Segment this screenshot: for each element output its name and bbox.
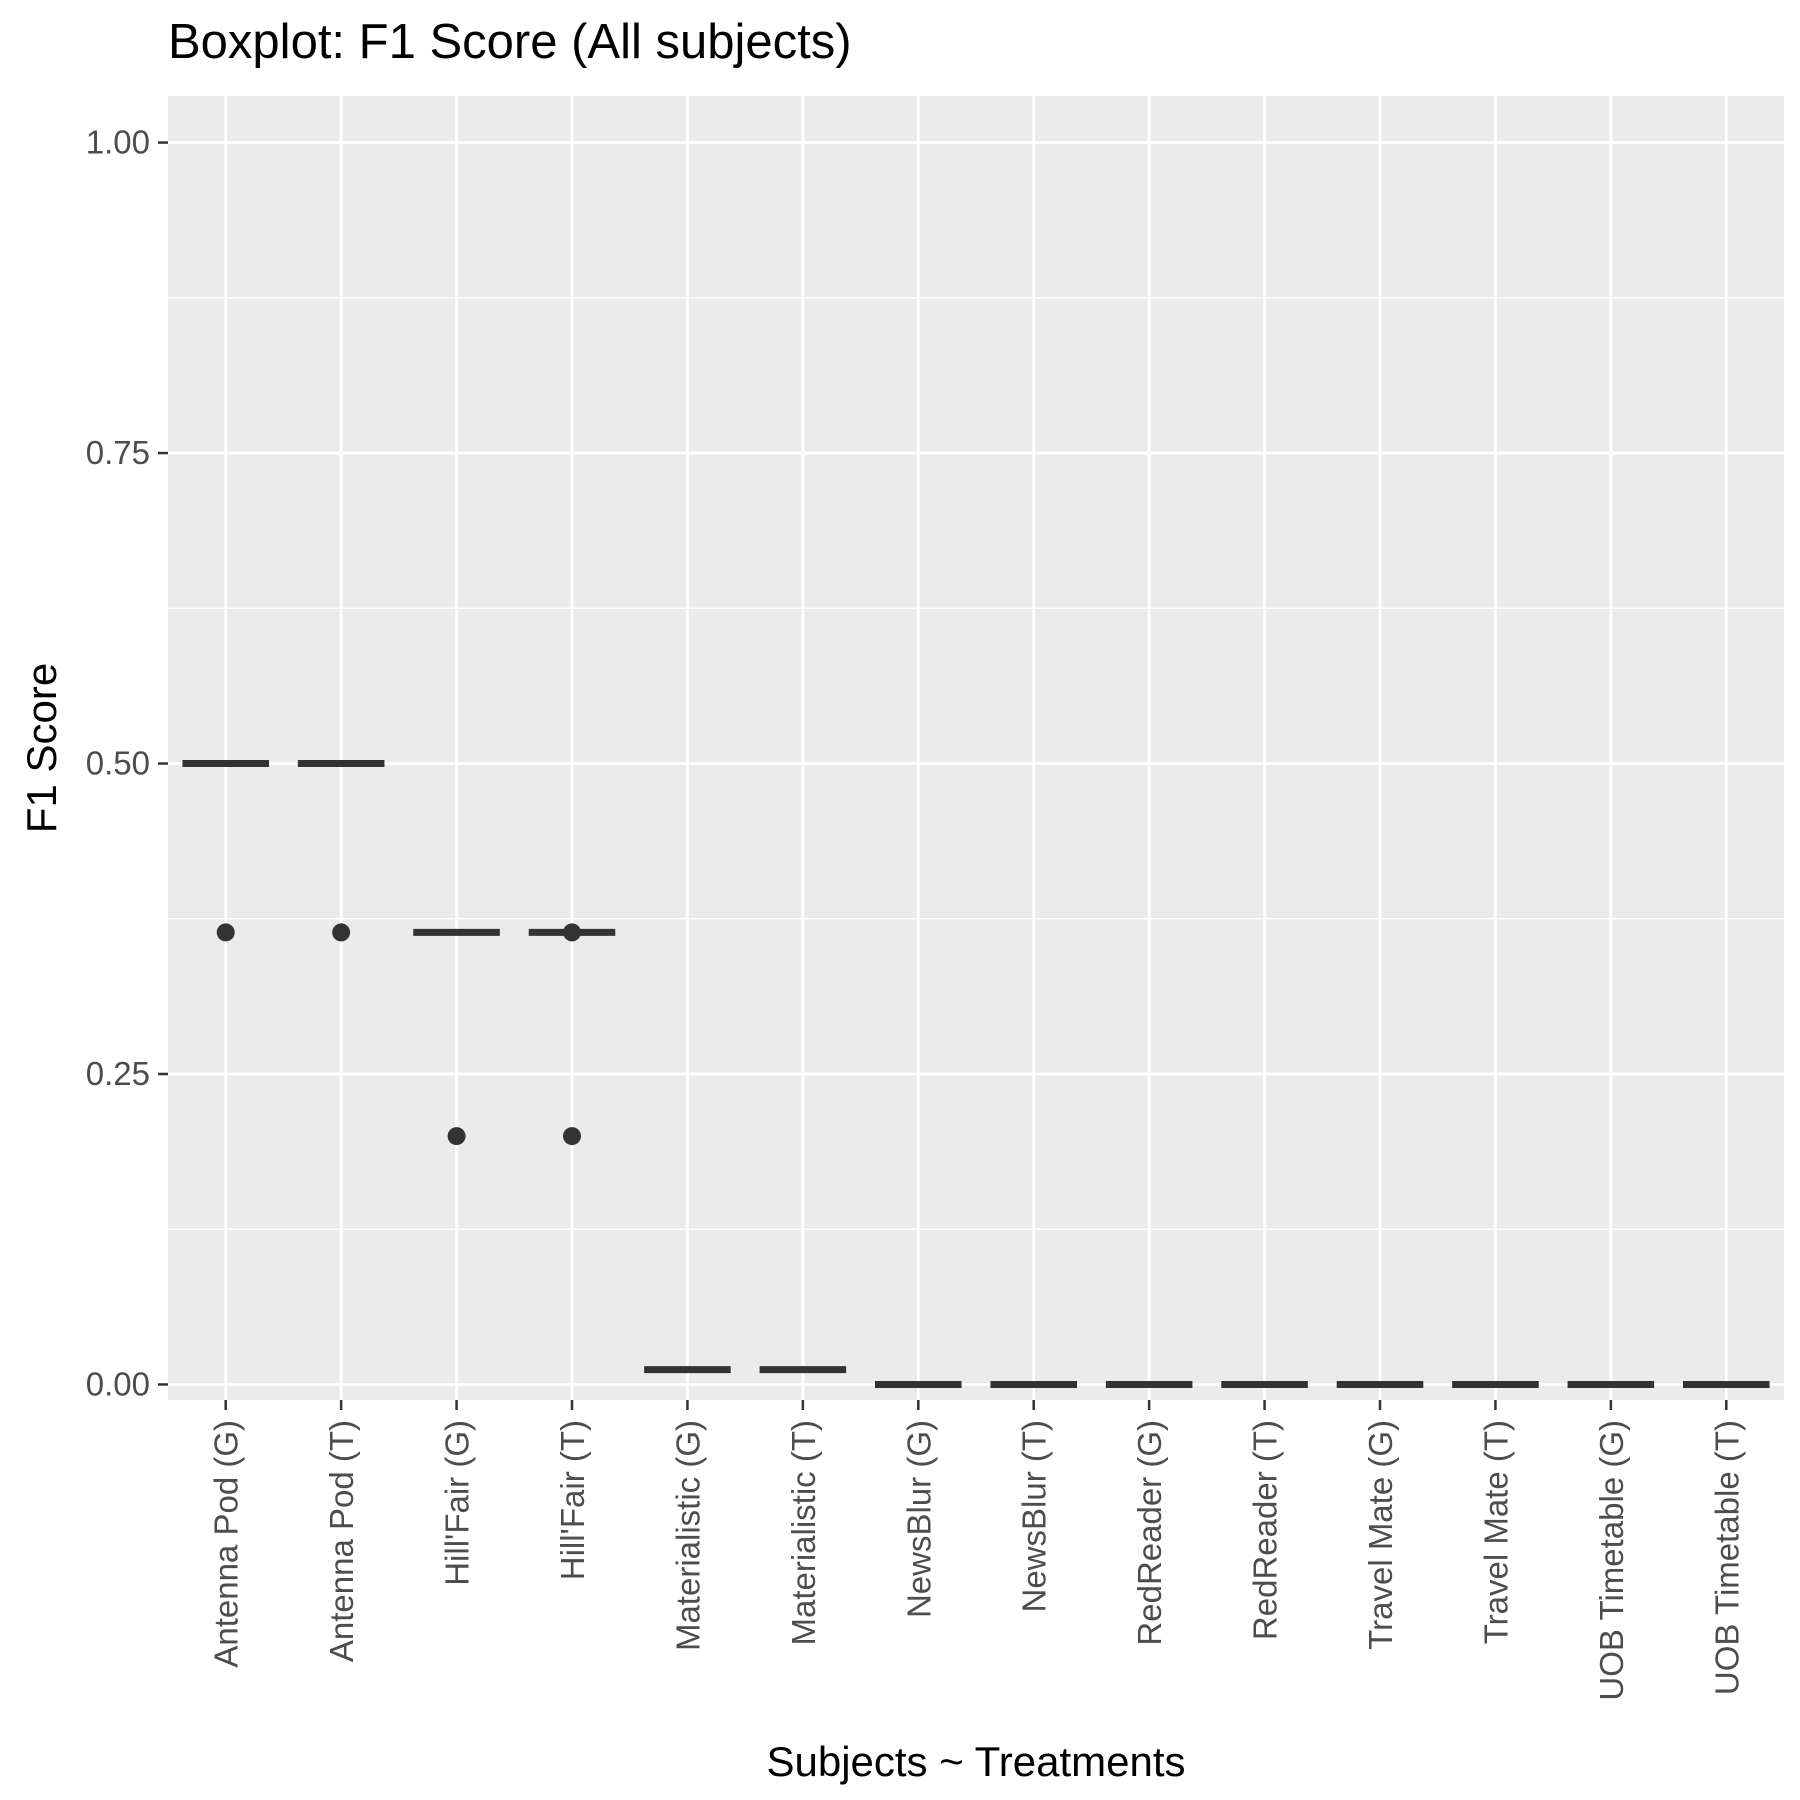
- outlier-point: [563, 1127, 581, 1146]
- plot-panel: [168, 96, 1784, 1400]
- x-tick-label: Hill'Fair (G): [439, 1420, 476, 1586]
- x-tick-label: NewsBlur (G): [900, 1420, 937, 1618]
- x-tick-label: NewsBlur (T): [1016, 1420, 1053, 1613]
- y-tick-label: 0.25: [86, 1055, 150, 1092]
- y-tick-label: 0.75: [86, 434, 150, 471]
- x-tick-label: Materialistic (T): [785, 1420, 822, 1646]
- x-tick-label: RedReader (G): [1131, 1420, 1168, 1646]
- x-tick-label: Antenna Pod (T): [323, 1420, 360, 1662]
- boxes: [182, 760, 1770, 1388]
- outlier-points: [216, 923, 581, 1146]
- x-tick-label: UOB Timetable (T): [1708, 1420, 1745, 1695]
- outlier-point: [332, 923, 351, 942]
- x-tick-label: Antenna Pod (G): [208, 1420, 245, 1668]
- outlier-point: [447, 1127, 466, 1146]
- x-axis-title: Subjects ~ Treatments: [766, 1738, 1185, 1785]
- x-tick-label: Hill'Fair (T): [554, 1420, 591, 1580]
- y-tick-label: 0.50: [86, 745, 150, 782]
- y-tick-label: 0.00: [86, 1365, 150, 1402]
- outlier-point: [216, 923, 235, 942]
- x-tick-label: Materialistic (G): [669, 1420, 706, 1651]
- y-axis-title: F1 Score: [18, 663, 65, 833]
- x-tick-label: UOB Timetable (G): [1593, 1420, 1630, 1701]
- x-tick-label: Travel Mate (G): [1362, 1420, 1399, 1650]
- chart-title: Boxplot: F1 Score (All subjects): [168, 15, 852, 69]
- x-axis: Antenna Pod (G) Antenna Pod (T) Hill'Fair …: [208, 1400, 1745, 1701]
- y-axis: 0.00 0.25 0.50 0.75 1.00: [86, 124, 168, 1402]
- x-tick-label: Travel Mate (T): [1477, 1420, 1514, 1644]
- grid-lines: [168, 96, 1784, 1400]
- x-tick-label: RedReader (T): [1247, 1420, 1284, 1640]
- y-tick-label: 1.00: [86, 124, 150, 161]
- outlier-point: [563, 923, 581, 942]
